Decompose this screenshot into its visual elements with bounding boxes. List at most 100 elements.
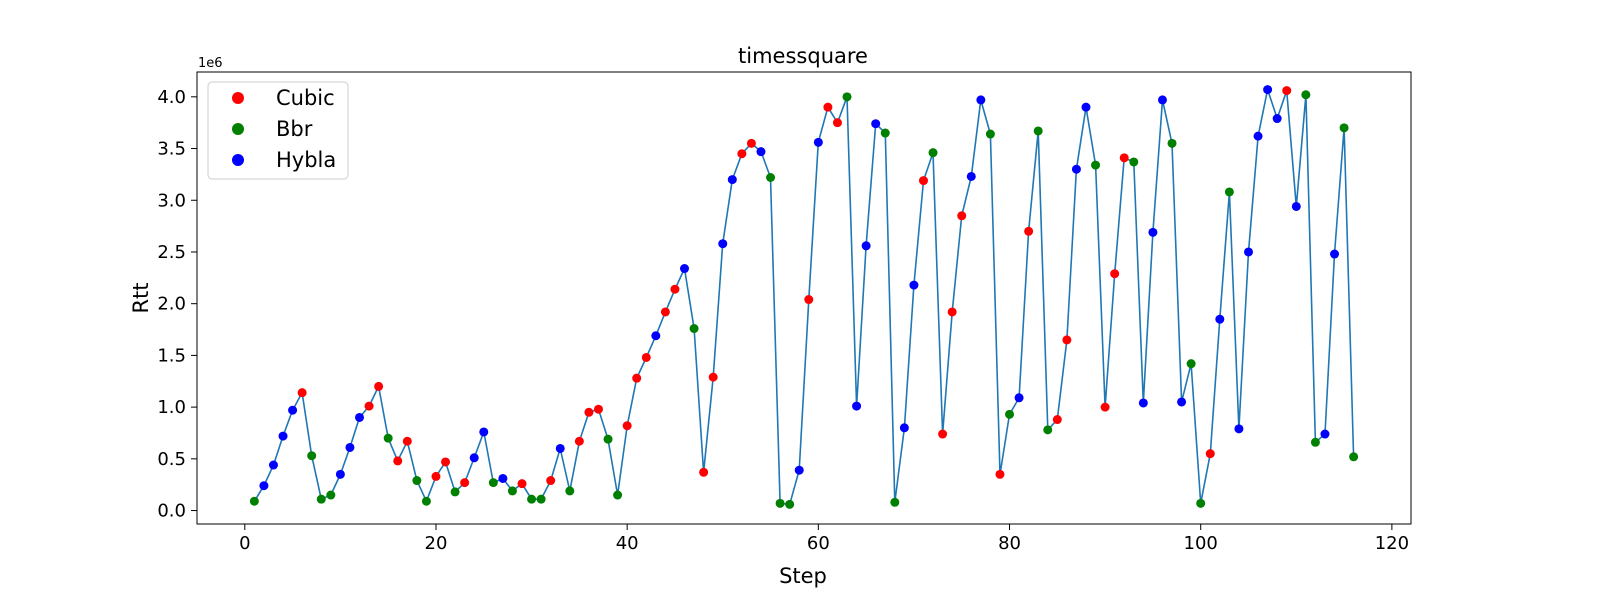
data-point-bbr — [1301, 90, 1311, 100]
data-point-bbr — [383, 433, 393, 443]
data-point-cubic — [393, 456, 403, 466]
data-point-hybla — [1234, 424, 1244, 434]
data-point-cubic — [574, 436, 584, 446]
data-point-cubic — [593, 404, 603, 414]
data-point-bbr — [507, 486, 517, 496]
x-tick-label: 100 — [1184, 533, 1218, 554]
data-point-cubic — [938, 429, 948, 439]
data-point-cubic — [699, 467, 709, 477]
data-point-cubic — [584, 407, 594, 417]
data-point-bbr — [1310, 437, 1320, 447]
data-point-hybla — [498, 473, 508, 483]
data-point-hybla — [966, 171, 976, 181]
data-point-bbr — [326, 490, 336, 500]
data-point-hybla — [1272, 114, 1282, 124]
data-point-cubic — [1205, 449, 1215, 459]
x-axis-label: Step — [779, 564, 827, 588]
data-point-bbr — [1349, 452, 1359, 462]
data-point-hybla — [852, 401, 862, 411]
y-tick-label: 4.0 — [157, 87, 186, 108]
data-point-bbr — [689, 324, 699, 334]
data-point-hybla — [288, 405, 298, 415]
data-point-cubic — [737, 149, 747, 159]
x-tick-label: 80 — [998, 533, 1021, 554]
data-point-bbr — [565, 486, 575, 496]
data-point-cubic — [1100, 402, 1110, 412]
data-point-bbr — [1129, 157, 1139, 167]
data-point-cubic — [641, 352, 651, 362]
data-point-cubic — [823, 102, 833, 112]
x-tick-label: 60 — [807, 533, 830, 554]
data-point-cubic — [995, 469, 1005, 479]
data-point-hybla — [1291, 201, 1301, 211]
data-point-bbr — [880, 128, 890, 138]
y-tick-label: 0.0 — [157, 501, 186, 522]
data-point-bbr — [842, 92, 852, 102]
legend-label-bbr: Bbr — [276, 117, 313, 141]
data-point-bbr — [316, 494, 326, 504]
data-point-bbr — [249, 496, 259, 506]
data-point-hybla — [1243, 247, 1253, 257]
data-point-bbr — [766, 173, 776, 183]
legend-marker-bbr — [232, 123, 244, 135]
y-tick-label: 1.5 — [157, 345, 186, 366]
data-point-cubic — [441, 457, 451, 467]
y-axis-label: Rtt — [129, 282, 153, 313]
data-point-bbr — [450, 487, 460, 497]
data-point-cubic — [708, 372, 718, 382]
data-point-bbr — [307, 451, 317, 461]
data-point-bbr — [890, 497, 900, 507]
data-point-bbr — [785, 499, 795, 509]
data-point-hybla — [278, 431, 288, 441]
data-point-bbr — [421, 496, 431, 506]
y-tick-label: 3.5 — [157, 139, 186, 160]
rtt-series-line — [253, 88, 1355, 506]
y-tick-label: 0.5 — [157, 449, 186, 470]
data-point-cubic — [1024, 226, 1034, 236]
y-tick-label: 2.0 — [157, 294, 186, 315]
data-point-cubic — [546, 476, 556, 486]
data-point-cubic — [832, 118, 842, 128]
data-point-hybla — [680, 264, 690, 274]
data-point-bbr — [527, 494, 537, 504]
data-point-cubic — [431, 471, 441, 481]
data-point-hybla — [861, 241, 871, 251]
data-point-hybla — [794, 465, 804, 475]
data-point-hybla — [1071, 164, 1081, 174]
legend-box — [207, 81, 349, 180]
data-point-cubic — [402, 436, 412, 446]
chart-title: timessquare — [738, 44, 868, 68]
data-point-bbr — [1339, 123, 1349, 133]
legend-marker-cubic — [232, 92, 244, 104]
x-tick-label: 40 — [616, 533, 639, 554]
data-point-bbr — [603, 434, 613, 444]
data-point-hybla — [1148, 227, 1158, 237]
data-point-bbr — [775, 498, 785, 508]
data-point-bbr — [536, 494, 546, 504]
x-tick-label: 20 — [425, 533, 448, 554]
data-point-hybla — [813, 137, 823, 147]
data-point-hybla — [909, 280, 919, 290]
data-point-cubic — [746, 138, 756, 148]
data-point-hybla — [555, 443, 565, 453]
data-point-hybla — [259, 481, 269, 491]
data-point-cubic — [517, 479, 527, 489]
data-point-bbr — [1091, 160, 1101, 170]
data-point-hybla — [727, 175, 737, 185]
data-point-hybla — [335, 469, 345, 479]
data-point-hybla — [1081, 102, 1091, 112]
x-tick-label: 120 — [1375, 533, 1409, 554]
data-point-bbr — [412, 476, 422, 486]
data-point-hybla — [268, 460, 278, 470]
data-point-bbr — [1186, 359, 1196, 369]
data-point-bbr — [1043, 425, 1053, 435]
data-point-hybla — [1263, 85, 1273, 95]
data-point-cubic — [1119, 153, 1129, 163]
data-point-hybla — [718, 239, 728, 249]
data-point-hybla — [651, 331, 661, 341]
data-point-bbr — [1196, 498, 1206, 508]
data-point-bbr — [1167, 138, 1177, 148]
data-point-hybla — [1014, 393, 1024, 403]
data-point-hybla — [976, 95, 986, 105]
